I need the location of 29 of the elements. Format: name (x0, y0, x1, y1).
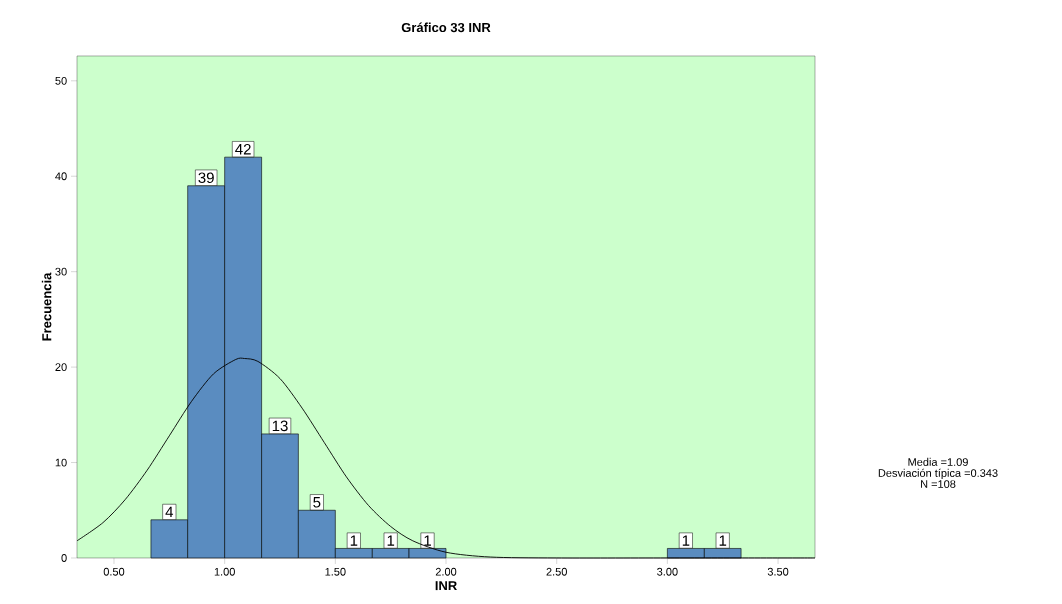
chart-title: Gráfico 33 INR (401, 22, 491, 33)
data-label: 39 (198, 172, 214, 184)
data-label: 1 (350, 535, 358, 546)
x-tick-label: 2.00 (435, 567, 457, 576)
x-tick-label: 1.00 (214, 567, 235, 576)
data-label: 1 (424, 535, 431, 546)
y-tick-label: 20 (55, 363, 67, 372)
data-label: 1 (682, 535, 690, 546)
data-label: 4 (165, 506, 174, 518)
y-tick-label: 30 (55, 267, 67, 276)
x-tick-label: 0.50 (103, 567, 125, 576)
data-label: 1 (387, 535, 395, 546)
text: Desviación típica =0.343 (878, 468, 998, 480)
y-tick-label: 0 (61, 554, 67, 562)
x-tick-label: 3.50 (767, 567, 789, 576)
text: Media =1.09 (908, 457, 968, 466)
data-label: 1 (719, 535, 727, 546)
text: N =108 (921, 480, 956, 488)
y-tick-label: 10 (55, 458, 67, 467)
y-axis-title: Frecuencia (41, 272, 52, 341)
x-tick-label: 3.00 (657, 567, 678, 576)
data-label: 42 (235, 143, 251, 155)
x-axis-title: INR (435, 581, 457, 591)
data-label: 13 (272, 420, 288, 432)
x-tick-label: 2.50 (546, 567, 567, 576)
x-tick-label: 1.50 (325, 567, 346, 576)
y-tick-label: 50 (55, 76, 67, 85)
data-label: 5 (313, 497, 321, 508)
y-tick-label: 40 (55, 172, 67, 181)
